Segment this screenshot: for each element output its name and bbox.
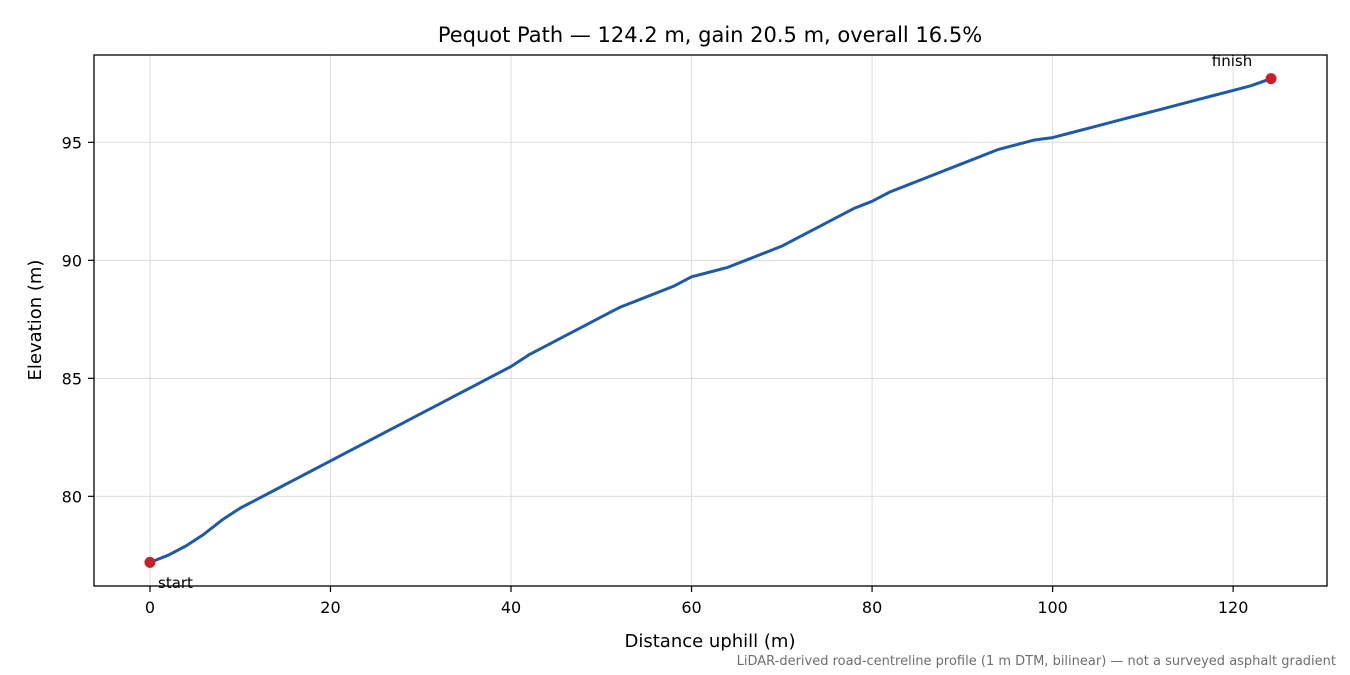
x-axis-label: Distance uphill (m) [625,631,796,652]
finish-label: finish [1212,52,1252,70]
start-label: start [158,574,193,592]
x-tick-label: 80 [862,598,882,617]
y-tick-label: 85 [62,369,82,388]
elevation-line [148,77,1273,564]
y-axis-label: Elevation (m) [25,260,46,381]
y-axis-ticks: 80 85 90 95 [62,133,94,506]
x-tick-label: 40 [501,598,521,617]
y-tick-label: 95 [62,133,82,152]
y-tick-label: 80 [62,487,82,506]
plot-frame [93,54,1328,587]
footnote: LiDAR-derived road-centreline profile (1… [737,654,1336,669]
start-marker [144,556,156,568]
x-tick-label: 60 [681,598,701,617]
markers [144,73,1277,568]
y-tick-label: 90 [62,251,82,270]
plot-background [94,55,1327,586]
x-tick-label: 0 [145,598,155,617]
x-tick-label: 100 [1037,598,1068,617]
x-tick-label: 120 [1218,598,1249,617]
chart-title: Pequot Path — 124.2 m, gain 20.5 m, over… [438,23,982,47]
finish-marker [1265,73,1277,85]
x-tick-label: 20 [320,598,340,617]
grid [94,55,1327,586]
x-axis-ticks: 0 20 40 60 80 100 120 [145,586,1249,617]
